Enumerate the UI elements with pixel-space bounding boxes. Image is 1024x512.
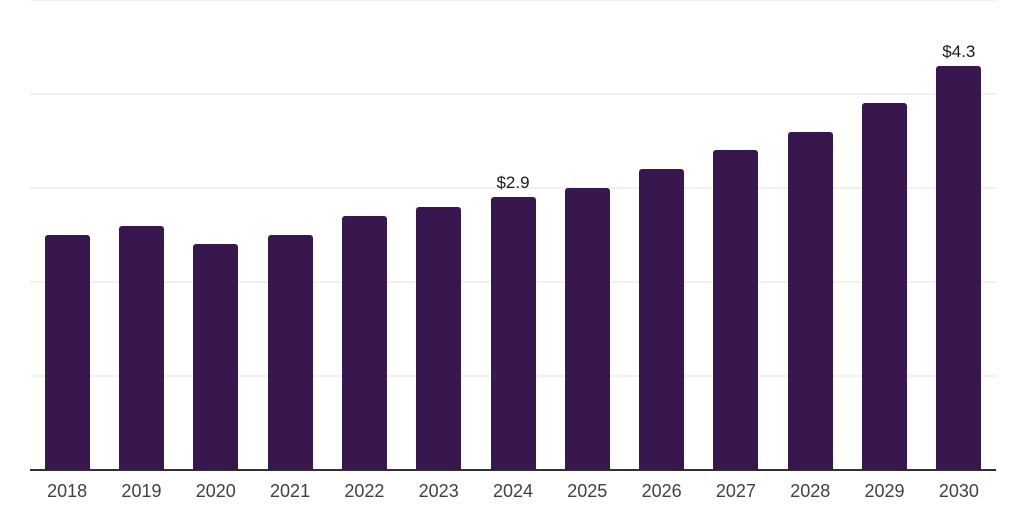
bar-2019: [118, 225, 164, 470]
x-tick-label-2019: 2019: [121, 481, 162, 501]
x-tick-label-2030: 2030: [938, 481, 979, 501]
bar-2028: [787, 131, 833, 470]
x-tick-label-2029: 2029: [864, 481, 905, 501]
bar-2030: [936, 65, 982, 470]
bar-2023: [416, 206, 462, 470]
bar-2025: [564, 188, 610, 470]
x-tick-label-2028: 2028: [790, 481, 831, 501]
gridline: [30, 0, 996, 1]
x-tick-label-2024: 2024: [492, 481, 534, 501]
x-axis-line: [30, 469, 996, 471]
x-tick-label-2020: 2020: [195, 481, 236, 501]
x-tick-label-2025: 2025: [567, 481, 608, 501]
gridline: [30, 93, 996, 95]
gridline: [30, 187, 996, 189]
x-tick-label-2023: 2023: [418, 481, 459, 501]
x-tick-label-2022: 2022: [344, 481, 385, 501]
bar-2022: [341, 216, 387, 470]
bar-value-label-2024: $2.9: [496, 173, 530, 193]
bar-2024: [490, 197, 536, 470]
x-tick-label-2027: 2027: [715, 481, 756, 501]
bar-2026: [639, 169, 685, 470]
bar-2021: [267, 235, 313, 470]
bar-2020: [193, 244, 239, 470]
x-tick-label-2018: 2018: [47, 481, 88, 501]
x-tick-label-2021: 2021: [270, 481, 311, 501]
x-tick-label-2026: 2026: [641, 481, 682, 501]
plot-area: $2.9 $4.3: [30, 0, 996, 471]
bar-value-label-2030: $4.3: [942, 41, 976, 61]
bar-2029: [862, 103, 908, 470]
bar-2018: [44, 235, 90, 470]
x-axis-tick-labels: 2018 2019 2020 2021 2022 2023 2024 2025 2026 2027…: [30, 481, 996, 505]
bar-2027: [713, 150, 759, 470]
